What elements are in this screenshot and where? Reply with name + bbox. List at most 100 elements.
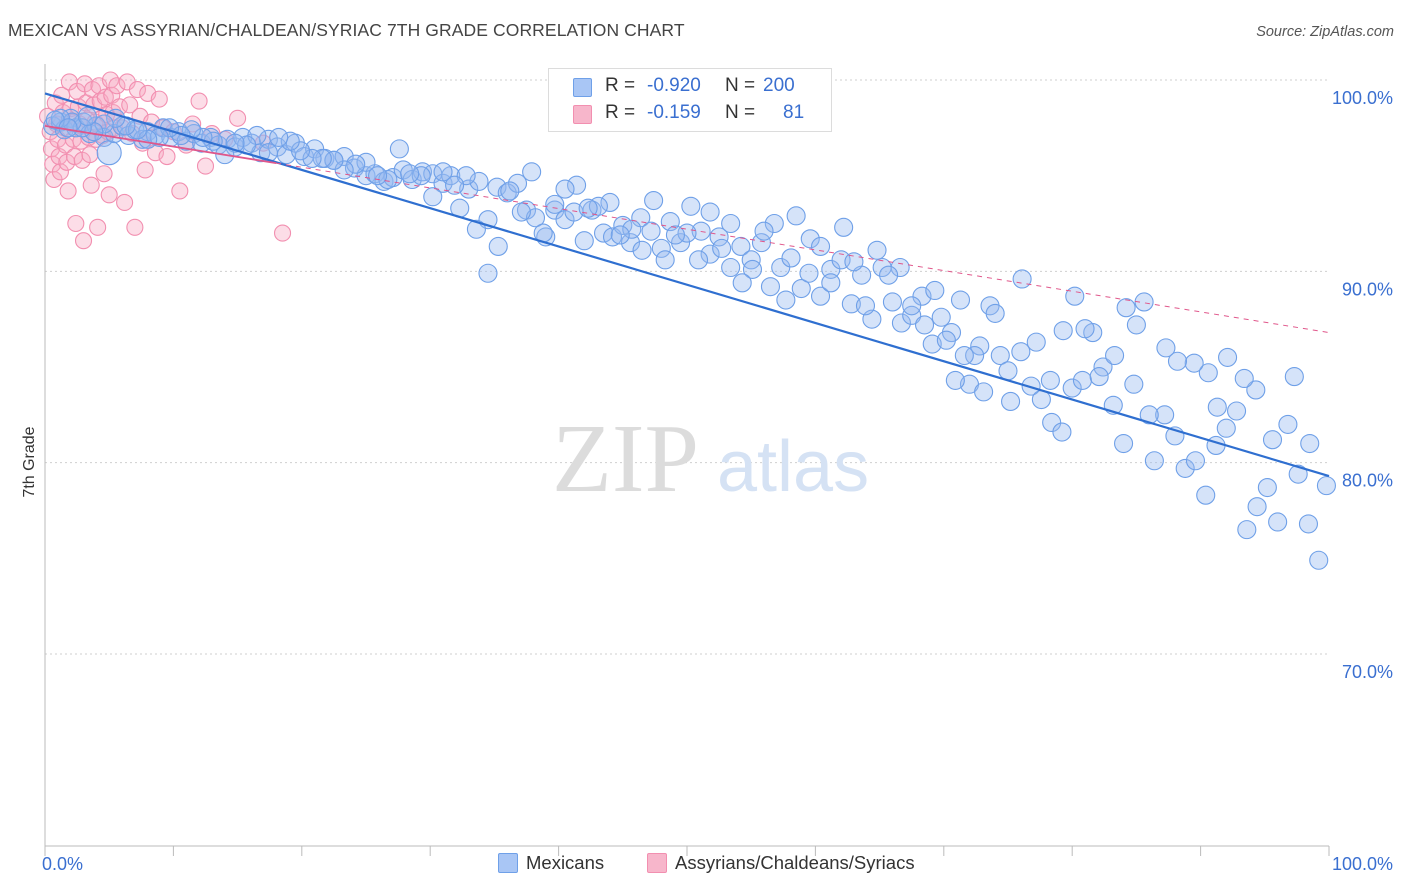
data-point-mexicans	[712, 238, 732, 258]
data-point-mexicans	[247, 125, 267, 146]
data-point-mexicans	[786, 206, 806, 226]
data-point-assyrians	[74, 232, 93, 250]
data-point-mexicans	[902, 296, 922, 316]
data-point-mexicans	[914, 315, 935, 335]
watermark: ZIP atlas	[552, 405, 869, 513]
data-point-mexicans	[879, 265, 899, 285]
data-point-assyrians	[128, 81, 146, 99]
data-point-mexicans	[389, 139, 409, 159]
data-point-mexicans	[522, 162, 542, 182]
data-point-mexicans	[1184, 353, 1204, 373]
data-point-assyrians	[126, 218, 144, 236]
data-point-mexicans	[974, 382, 994, 402]
data-point-mexicans	[433, 162, 453, 182]
data-point-mexicans	[665, 225, 685, 245]
data-point-assyrians	[51, 163, 69, 181]
data-point-assyrians	[81, 146, 99, 164]
data-point-mexicans	[1124, 374, 1144, 394]
data-point-mexicans	[882, 292, 902, 312]
data-point-assyrians	[82, 176, 100, 194]
data-point-mexicans	[1300, 433, 1320, 454]
data-point-mexicans	[1052, 422, 1072, 442]
data-point-mexicans	[970, 336, 990, 356]
data-point-mexicans	[312, 148, 332, 168]
data-point-mexicans	[1011, 342, 1031, 362]
data-point-mexicans	[1075, 319, 1095, 339]
data-point-mexicans	[1105, 345, 1125, 366]
y-tick-label: 90.0%	[1342, 279, 1393, 299]
watermark-atlas: atlas	[717, 427, 869, 507]
data-point-mexicans	[1262, 430, 1283, 450]
data-point-mexicans	[1198, 363, 1218, 383]
data-point-mexicans	[1268, 512, 1288, 532]
data-point-mexicans	[1021, 376, 1041, 396]
data-point-mexicans	[841, 294, 861, 314]
data-point-mexicans	[721, 257, 741, 278]
y-tick-label: 70.0%	[1342, 662, 1393, 682]
watermark-zip: ZIP	[552, 405, 699, 513]
grid-lines	[45, 79, 1329, 655]
data-point-mexicans	[1114, 433, 1134, 454]
data-point-mexicans	[368, 166, 388, 186]
data-point-mexicans	[1144, 451, 1164, 471]
data-point-mexicans	[1139, 405, 1159, 425]
data-point-mexicans	[171, 125, 191, 146]
data-point-mexicans	[1126, 315, 1146, 335]
data-point-assyrians	[171, 182, 189, 200]
data-point-mexicans	[469, 171, 489, 191]
data-point-mexicans	[771, 257, 791, 278]
data-point-mexicans	[1316, 476, 1336, 496]
data-point-mexicans	[632, 240, 652, 260]
data-point-mexicans	[545, 200, 565, 220]
data-point-mexicans	[1246, 380, 1266, 400]
data-point-mexicans	[954, 345, 974, 366]
data-point-mexicans	[1053, 321, 1073, 341]
n-value: 81	[783, 102, 805, 123]
data-point-mexicans	[488, 236, 508, 257]
data-point-mexicans	[644, 190, 664, 211]
data-point-assyrians	[196, 157, 215, 175]
n-value: 200	[763, 75, 795, 96]
data-point-mexicans	[651, 238, 671, 258]
data-point-mexicans	[1196, 485, 1216, 505]
data-point-mexicans	[1026, 332, 1046, 352]
data-point-mexicans	[1216, 418, 1236, 438]
data-point-mexicans	[1175, 458, 1195, 478]
trend-lines	[44, 92, 1330, 478]
data-point-assyrians	[100, 186, 118, 204]
trend-line-assyrians-solid	[44, 125, 277, 165]
data-point-mexicans	[77, 106, 97, 126]
data-point-mexicans	[400, 164, 420, 184]
stats-row-assyrians: R = -0.159 N = 81	[549, 100, 831, 128]
data-point-mexicans	[998, 361, 1018, 381]
data-point-mexicans	[1156, 338, 1176, 358]
data-point-mexicans	[867, 240, 887, 260]
data-point-mexicans	[1116, 298, 1136, 318]
data-point-mexicans	[466, 219, 486, 239]
trend-line-mexicans	[44, 92, 1330, 478]
data-point-mexicans	[742, 259, 763, 279]
data-point-assyrians	[116, 193, 134, 212]
x-tick-label: 0.0%	[42, 854, 83, 874]
data-point-mexicans	[181, 120, 201, 140]
data-point-mexicans	[96, 140, 122, 166]
data-point-mexicans	[799, 263, 819, 283]
data-point-assyrians	[121, 96, 139, 114]
data-point-mexicans	[855, 296, 876, 316]
y-tick-label: 80.0%	[1342, 471, 1393, 491]
data-point-mexicans	[1227, 401, 1247, 421]
series-mexicans-points	[43, 106, 1336, 570]
data-point-mexicans	[810, 286, 831, 306]
data-point-mexicans	[912, 286, 932, 306]
data-point-mexicans	[478, 263, 498, 283]
stats-row-mexicans: R = -0.920 N = 200	[549, 73, 831, 101]
data-point-mexicans	[791, 279, 811, 299]
data-point-mexicans	[290, 141, 311, 161]
data-point-mexicans	[936, 330, 956, 350]
y-tick-label: 100.0%	[1332, 88, 1393, 108]
data-point-mexicans	[423, 187, 443, 207]
data-point-mexicans	[1134, 292, 1154, 312]
n-label: N =	[725, 102, 756, 123]
legend-label-mexicans: Mexicans	[526, 852, 605, 873]
trend-line-assyrians-dashed	[276, 162, 1330, 334]
